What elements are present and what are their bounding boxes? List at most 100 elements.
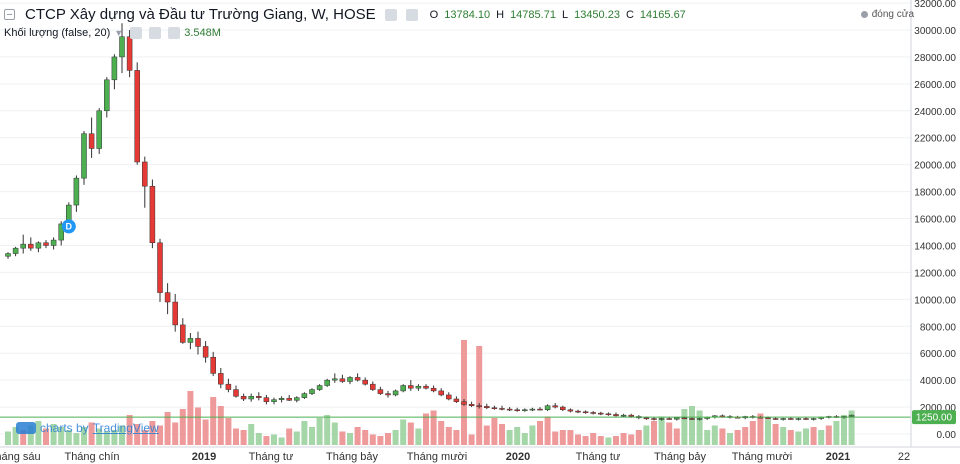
candle-body <box>765 417 771 420</box>
svg-text:1250.00: 1250.00 <box>916 413 953 424</box>
volume-visibility-icon[interactable] <box>130 27 143 39</box>
candle-body <box>210 356 216 374</box>
volume-bar <box>795 431 802 445</box>
volume-bar <box>514 427 521 445</box>
settings-icon[interactable] <box>405 8 418 21</box>
candle-body <box>180 324 186 343</box>
candle-body <box>294 397 300 401</box>
candle-body <box>50 239 57 246</box>
volume-bar <box>172 422 179 445</box>
volume-bar <box>43 428 49 445</box>
volume-bar <box>126 415 133 445</box>
ohlc-values: O 13784.10 H 14785.71 L 13450.23 C 14165.67 <box>430 9 686 21</box>
candle-body <box>286 398 292 401</box>
candle-body <box>225 383 232 390</box>
volume-bar <box>331 422 338 445</box>
grid <box>0 2 911 435</box>
candle-body <box>446 394 452 400</box>
tradingview-logo-icon <box>16 422 36 434</box>
dividend-marker[interactable]: D <box>61 219 76 234</box>
time-tick-label: Tháng bảy <box>654 451 706 463</box>
volume-bar <box>499 424 505 445</box>
volume-bar <box>780 427 787 445</box>
time-tick-label: Tháng mười <box>732 451 792 463</box>
volume-settings-icon[interactable] <box>149 27 162 39</box>
volume-bar <box>400 419 407 445</box>
time-tick-label: Tháng chín <box>64 451 119 463</box>
volume-close-icon[interactable] <box>168 27 181 39</box>
time-tick-label: Tháng tư <box>249 451 294 463</box>
candle-body <box>134 70 140 163</box>
candle-body <box>119 36 125 58</box>
candle-body <box>598 412 604 415</box>
candle-body <box>810 418 817 420</box>
candle-body <box>324 379 330 386</box>
ohlc-high-value: 14785.71 <box>510 8 556 21</box>
volume-bar <box>119 425 125 445</box>
volume-bar <box>651 421 657 445</box>
candle-body <box>195 338 201 347</box>
volume-bar <box>590 433 597 445</box>
candle-body <box>187 338 194 343</box>
last-price-badge: 1250.00 <box>912 410 956 425</box>
symbol-title[interactable]: CTCP Xây dựng và Đầu tư Trường Giang, W,… <box>25 6 376 23</box>
candle-body <box>301 393 308 398</box>
volume-bar <box>468 434 475 445</box>
volume-bar <box>240 430 247 445</box>
volume-bar <box>453 430 460 445</box>
candle-body <box>628 414 634 417</box>
branding-name[interactable]: TradingView <box>92 421 159 435</box>
volume-bar <box>803 428 809 445</box>
volume-bar <box>696 410 703 445</box>
price-axis[interactable]: 0.00 2000.00 4000.00 6000.00 8000.00 10000.00… <box>914 0 956 441</box>
status-label: đóng cửa <box>871 9 914 20</box>
tradingview-branding[interactable]: charts by TradingView <box>16 421 159 435</box>
price-tick-label: 2000.00 <box>920 403 957 414</box>
volume-bar <box>727 433 733 445</box>
volume-bar <box>818 430 825 445</box>
volume-bar <box>681 409 688 445</box>
volume-bar <box>65 430 72 445</box>
price-tick-label: 24000.00 <box>914 107 956 118</box>
volume-bar <box>88 422 95 445</box>
time-tick-label: Tháng mười <box>407 451 467 463</box>
volume-bar <box>772 424 779 445</box>
candle-body <box>385 393 391 396</box>
chevron-down-icon[interactable]: ▼ <box>114 28 124 38</box>
candle-body <box>392 390 399 396</box>
volume-bar <box>529 425 536 445</box>
candle-body <box>514 409 520 412</box>
candle-body <box>423 385 429 389</box>
volume-bar <box>354 427 361 445</box>
volume-bar <box>233 428 239 445</box>
candle-body <box>339 378 346 382</box>
candle-body <box>332 378 338 381</box>
candle-body <box>263 397 270 402</box>
candle-body <box>506 408 513 411</box>
volume-bar <box>742 427 749 445</box>
candle-body <box>848 414 855 417</box>
candle-body <box>430 387 437 392</box>
volume-bar <box>491 418 498 445</box>
volume-bar <box>111 430 118 445</box>
volume-bar <box>27 425 34 445</box>
candle-body <box>605 413 612 416</box>
volume-bar <box>461 340 467 445</box>
volume-bar <box>407 422 414 445</box>
collapse-legend-icon[interactable] <box>4 9 15 20</box>
time-axis[interactable]: háng sáu Tháng chín 2019 Tháng tư Tháng bảy T… <box>0 451 910 463</box>
volume-bar <box>635 430 642 445</box>
volume-label[interactable]: Khối lượng (false, 20) <box>4 27 111 39</box>
candle-body <box>575 410 581 413</box>
volume-bar <box>537 421 543 445</box>
volume-bar <box>544 416 551 445</box>
volume-bar <box>369 434 376 445</box>
volume-bar <box>787 430 794 445</box>
candle-body <box>157 242 163 293</box>
volume-bar <box>149 421 156 445</box>
candle-body <box>560 406 566 411</box>
visibility-toggle-icon[interactable] <box>384 8 397 21</box>
candle-body <box>590 412 596 414</box>
candle-body <box>461 401 467 405</box>
